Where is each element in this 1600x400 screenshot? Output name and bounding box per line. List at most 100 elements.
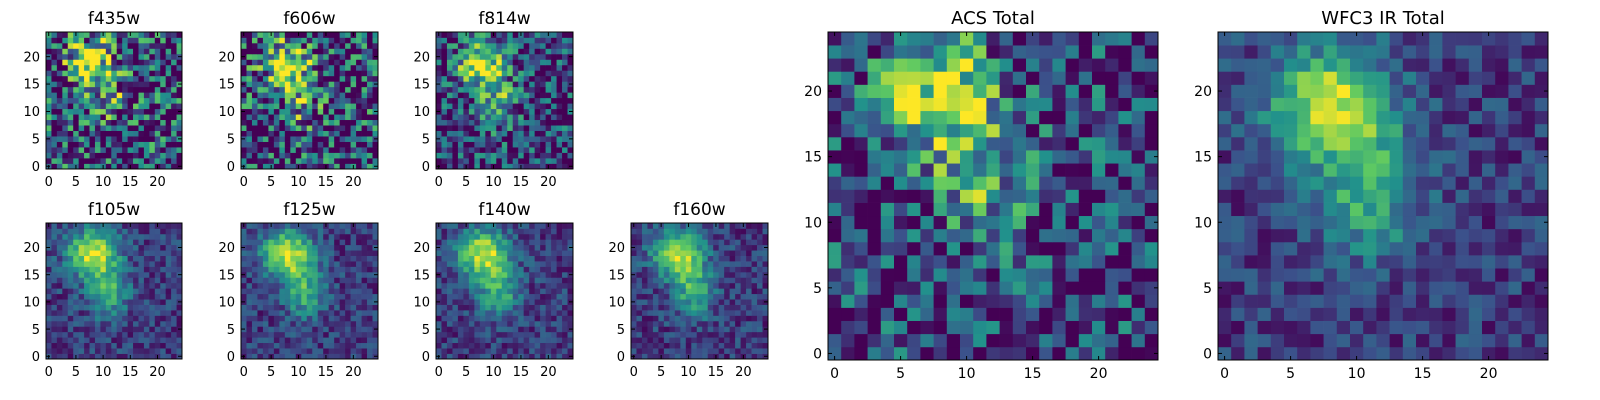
heatmap-cell [556, 288, 563, 295]
heatmap-cell [960, 333, 974, 348]
heatmap-cell [94, 42, 101, 49]
heatmap-cell [122, 136, 128, 142]
heatmap-cell [67, 92, 74, 99]
heatmap-cell [116, 141, 123, 148]
heatmap-cell [973, 333, 987, 348]
heatmap-cell [312, 42, 319, 49]
heatmap-cell [301, 59, 308, 66]
heatmap-cell [367, 255, 373, 262]
heatmap-cell [973, 346, 987, 361]
heatmap-cell [116, 64, 123, 71]
heatmap-cell [718, 331, 725, 338]
heatmap-cell [718, 320, 725, 327]
x-tick-label: 0 [240, 175, 248, 190]
heatmap-cell [562, 114, 568, 121]
heatmap-cell [707, 266, 714, 273]
heatmap-cell [1065, 176, 1080, 190]
heatmap-cell [312, 70, 319, 77]
heatmap-cell [463, 304, 470, 311]
heatmap-cell [127, 147, 134, 153]
heatmap-cell [149, 64, 156, 71]
heatmap-cell [562, 233, 568, 240]
heatmap-cell [127, 92, 134, 99]
heatmap-cell [284, 163, 291, 170]
heatmap-cell [56, 348, 63, 354]
heatmap-cell [501, 75, 508, 82]
heatmap-cell [540, 136, 546, 142]
heatmap-cell [56, 42, 63, 49]
heatmap-cell [317, 130, 324, 137]
heatmap-cell [143, 233, 150, 240]
heatmap-cell [328, 163, 335, 170]
heatmap-cell [171, 320, 177, 327]
heatmap-cell [154, 125, 161, 131]
heatmap-cell [127, 228, 134, 235]
heatmap-cell [78, 64, 85, 71]
heatmap-cell [273, 293, 280, 300]
heatmap-cell [339, 147, 346, 153]
heatmap-cell [894, 268, 908, 282]
y-tick-label: 5 [32, 323, 40, 338]
heatmap-cell [149, 119, 156, 126]
heatmap-cell [339, 233, 346, 240]
heatmap-cell [345, 59, 351, 66]
heatmap-cell [160, 255, 167, 262]
heatmap-cell [562, 163, 568, 170]
heatmap-cell [165, 337, 172, 344]
axes-frame [45, 31, 183, 170]
heatmap-cell [323, 114, 330, 121]
axes-frame [45, 222, 183, 360]
heatmap-cell [138, 152, 145, 159]
heatmap-cell [474, 141, 481, 148]
heatmap-cell [496, 108, 503, 115]
heatmap-cell [746, 228, 752, 235]
heatmap-cell [490, 81, 497, 88]
heatmap-cell [94, 114, 101, 121]
x-tick-label: 10 [95, 365, 112, 380]
heatmap-cell [116, 97, 123, 104]
heatmap-cell [328, 223, 335, 229]
heatmap-cell [105, 59, 112, 66]
heatmap-cell [306, 223, 313, 229]
heatmap-cell [67, 42, 74, 49]
heatmap-cell [312, 342, 319, 349]
heatmap-cell [463, 255, 470, 262]
heatmap-cell [485, 119, 492, 126]
heatmap-cell [111, 223, 118, 229]
heatmap-cell [641, 310, 648, 316]
heatmap-cell [518, 108, 525, 115]
heatmap-cell [441, 75, 448, 82]
heatmap-cell [457, 147, 464, 153]
heatmap-cell [1026, 333, 1040, 348]
heatmap-cell [361, 114, 368, 121]
heatmap-cell [702, 255, 709, 262]
heatmap-cell [474, 97, 481, 104]
heatmap-cell [56, 136, 63, 142]
heatmap-cell [1065, 307, 1080, 321]
heatmap-cell [149, 255, 156, 262]
heatmap-cell [680, 271, 687, 278]
heatmap-cell [160, 53, 167, 60]
heatmap-cell [241, 310, 247, 316]
heatmap-cell [73, 152, 79, 159]
heatmap-cell [268, 75, 275, 82]
x-tick-label: 5 [267, 175, 275, 190]
heatmap-cell [165, 97, 172, 104]
heatmap-cell [89, 266, 96, 273]
heatmap-cell [490, 86, 497, 93]
heatmap-cell [149, 32, 156, 38]
heatmap-cell [246, 130, 253, 137]
heatmap-cell [116, 119, 123, 126]
heatmap-cell [474, 255, 481, 262]
heatmap-cell [551, 136, 557, 142]
heatmap-cell [735, 282, 741, 289]
heatmap-cell [51, 342, 58, 349]
heatmap-cell [284, 266, 291, 273]
heatmap-cell [94, 250, 101, 256]
heatmap-cell [111, 158, 118, 164]
heatmap-cell [356, 293, 362, 300]
heatmap-cell [111, 75, 118, 82]
heatmap-cell [273, 228, 280, 235]
heatmap-cell [523, 108, 530, 115]
